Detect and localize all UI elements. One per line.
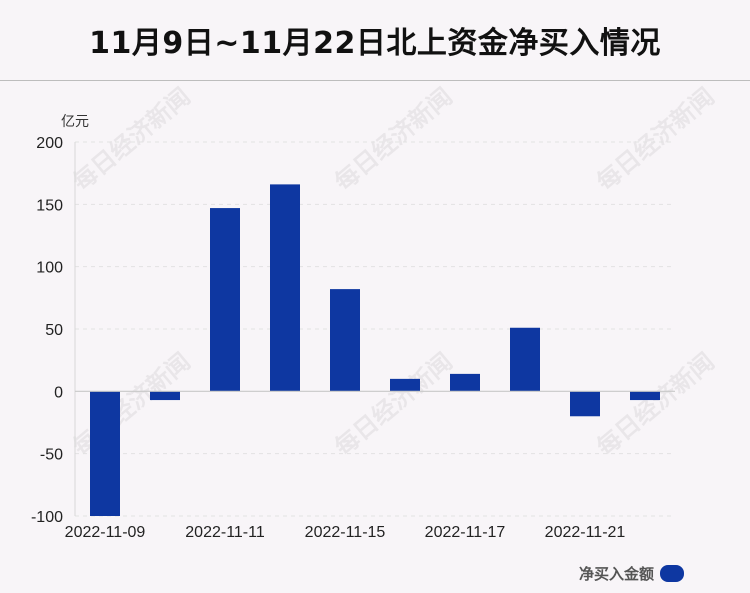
bar [270, 184, 300, 392]
title-divider [0, 80, 750, 81]
y-tick-label: -100 [31, 509, 63, 526]
legend-label: 净买入金额 [578, 565, 654, 583]
bar [90, 391, 120, 516]
x-tick-label: 2022-11-17 [425, 524, 506, 541]
bar [450, 373, 480, 392]
y-tick-label: -50 [40, 447, 63, 464]
chart-title: 11月9日~11月22日北上资金净买入情况 [89, 26, 661, 61]
bar [330, 289, 360, 392]
y-tick-label: 0 [54, 384, 63, 401]
bar [630, 391, 660, 401]
bar [570, 391, 600, 417]
x-tick-label: 2022-11-15 [305, 524, 386, 541]
y-tick-label: 50 [45, 322, 63, 339]
x-tick-label: 2022-11-21 [545, 524, 626, 541]
legend: 净买入金额 [579, 563, 684, 584]
bar [510, 327, 540, 392]
bar [210, 208, 240, 392]
y-tick-label: 100 [36, 260, 63, 277]
y-tick-label: 200 [36, 135, 63, 152]
legend-swatch [660, 565, 684, 582]
bar [390, 378, 420, 392]
y-axis-unit-label: 亿元 [61, 114, 89, 130]
x-tick-label: 2022-11-11 [185, 524, 265, 541]
bar [150, 391, 180, 401]
y-tick-label: 150 [36, 197, 63, 214]
x-tick-label: 2022-11-09 [65, 524, 146, 541]
